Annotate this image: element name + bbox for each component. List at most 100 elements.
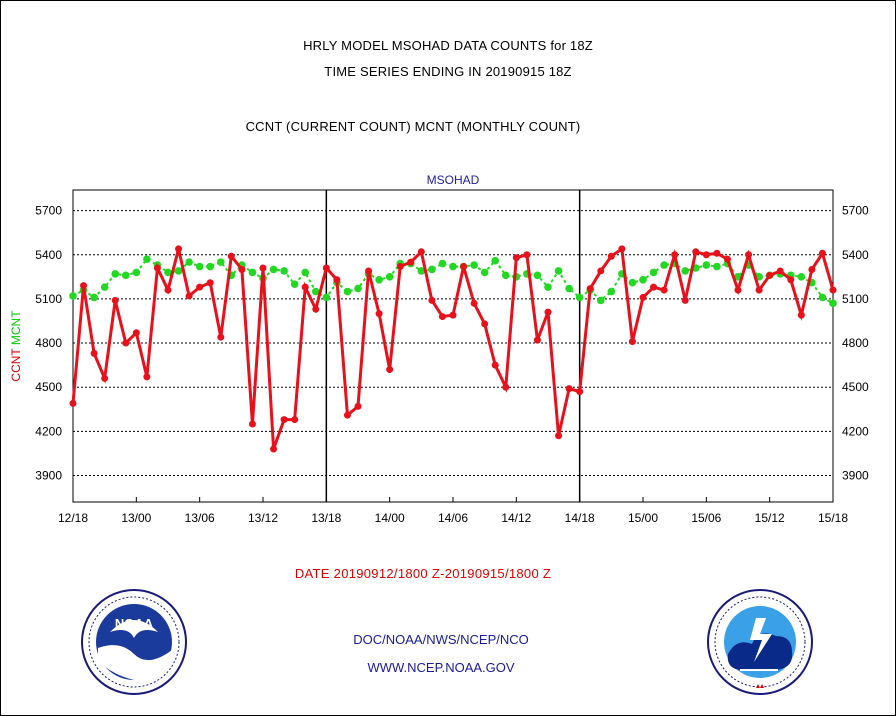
data-point-ccnt (533, 336, 541, 344)
data-point-mcnt (818, 293, 827, 302)
x-tick-label: 15/18 (818, 511, 848, 525)
data-point-mcnt (322, 293, 331, 302)
data-point-ccnt (576, 388, 584, 396)
data-point-mcnt (164, 268, 172, 277)
data-point-ccnt (650, 283, 658, 291)
data-point-ccnt (755, 286, 763, 294)
data-point-mcnt (216, 258, 225, 266)
data-point-ccnt (797, 311, 805, 319)
y-axis-label-mcnt: MCNT (9, 310, 23, 349)
y-tick-label-left: 4500 (35, 380, 62, 394)
data-point-ccnt (713, 249, 721, 257)
data-point-mcnt (121, 271, 130, 280)
data-point-mcnt (385, 273, 394, 281)
data-point-ccnt (407, 258, 415, 266)
data-point-ccnt (428, 296, 436, 304)
data-point-ccnt (291, 416, 299, 424)
x-tick-label: 15/12 (755, 511, 785, 525)
y-tick-label-left: 4200 (35, 424, 62, 438)
data-point-ccnt (227, 252, 235, 260)
data-point-ccnt (301, 283, 309, 291)
data-point-mcnt (829, 299, 837, 308)
x-tick-label: 13/00 (121, 511, 151, 525)
data-point-ccnt (111, 296, 119, 304)
data-point-mcnt (596, 296, 605, 305)
data-point-ccnt (734, 286, 742, 294)
data-point-mcnt (554, 267, 563, 275)
data-point-ccnt (544, 308, 552, 316)
data-point-ccnt (512, 254, 520, 262)
data-point-mcnt (681, 267, 690, 275)
data-point-ccnt (280, 416, 288, 424)
data-point-ccnt (122, 339, 130, 347)
data-point-ccnt (818, 249, 826, 257)
data-point-ccnt (829, 286, 837, 294)
data-point-mcnt (174, 267, 183, 275)
data-point-mcnt (438, 259, 447, 268)
data-point-mcnt (100, 283, 109, 291)
data-point-mcnt (111, 270, 120, 278)
data-point-mcnt (607, 287, 616, 296)
data-point-ccnt (438, 313, 446, 321)
data-point-ccnt (460, 263, 468, 271)
data-point-mcnt (132, 268, 141, 277)
y-tick-label-left: 5700 (35, 204, 62, 218)
data-point-mcnt (354, 284, 362, 293)
data-point-mcnt (195, 262, 204, 271)
org-credit: DOC/NOAA/NWS/NCEP/NCO (353, 632, 529, 647)
data-point-ccnt (343, 411, 351, 419)
data-point-ccnt (702, 251, 710, 259)
data-point-ccnt (375, 310, 383, 318)
data-point-ccnt (671, 251, 679, 259)
data-point-ccnt (808, 265, 816, 273)
data-point-mcnt (280, 267, 288, 275)
data-point-mcnt (639, 275, 647, 284)
data-point-ccnt (386, 366, 394, 374)
y-tick-label-left: 5100 (35, 292, 62, 306)
date-range-label: DATE 20190912/1800 Z-20190915/1800 Z (294, 566, 552, 581)
data-point-mcnt (301, 268, 310, 277)
x-tick-label: 13/12 (248, 511, 278, 525)
y-axis-label: CCNT MCNT (9, 310, 23, 382)
data-point-mcnt (206, 262, 215, 271)
data-point-mcnt (90, 293, 98, 302)
x-tick-label: 13/06 (185, 511, 215, 525)
data-point-ccnt (766, 271, 774, 279)
data-point-mcnt (713, 262, 721, 271)
data-point-ccnt (238, 265, 246, 273)
data-point-ccnt (470, 299, 478, 307)
data-point-ccnt (502, 383, 510, 391)
data-point-mcnt (702, 261, 711, 269)
data-point-ccnt (618, 245, 626, 253)
data-point-ccnt (322, 264, 330, 272)
x-tick-label: 14/00 (375, 511, 405, 525)
x-tick-label: 14/18 (565, 511, 595, 525)
data-point-mcnt (628, 278, 637, 287)
data-point-ccnt (660, 286, 668, 294)
x-tick-label: 12/18 (58, 511, 88, 525)
data-point-mcnt (290, 280, 299, 288)
y-tick-label-left: 5400 (35, 248, 62, 262)
data-point-ccnt (143, 373, 151, 381)
data-point-mcnt (660, 261, 668, 269)
data-point-ccnt (787, 276, 795, 284)
data-point-mcnt (575, 293, 584, 302)
chart-header-line-1: HRLY MODEL MSOHAD DATA COUNTS for 18Z (303, 38, 593, 53)
x-tick-label: 13/18 (311, 511, 341, 525)
data-point-ccnt (333, 276, 341, 284)
data-point-ccnt (449, 311, 457, 319)
y-tick-label-right: 3900 (842, 469, 869, 483)
data-point-ccnt (417, 248, 425, 256)
x-tick-label: 15/00 (628, 511, 658, 525)
data-point-ccnt (723, 255, 731, 263)
y-axis-label-ccnt: CCNT (9, 348, 23, 382)
x-tick-label: 14/12 (501, 511, 531, 525)
website-link[interactable]: WWW.NCEP.NOAA.GOV (367, 660, 515, 675)
data-point-ccnt (101, 374, 109, 382)
national-weather-service-logo (707, 589, 813, 695)
data-point-ccnt (164, 286, 172, 294)
data-point-ccnt (745, 251, 753, 259)
y-tick-label-left: 3900 (35, 469, 62, 483)
data-point-mcnt (449, 262, 457, 271)
series-line-ccnt (71, 246, 835, 450)
